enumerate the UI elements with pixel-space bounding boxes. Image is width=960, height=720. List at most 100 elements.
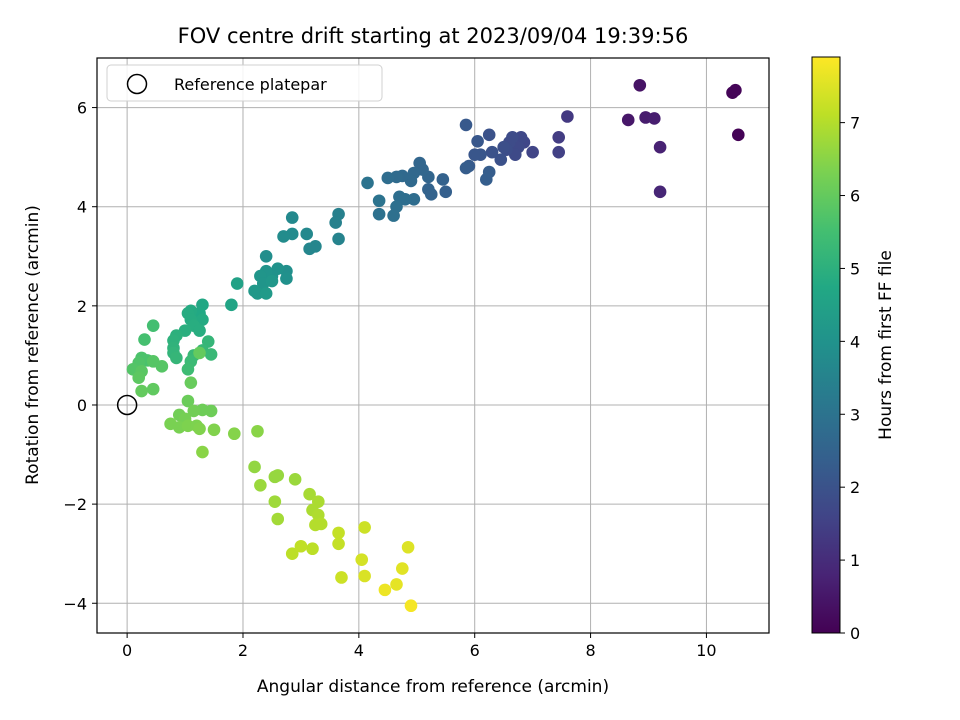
- data-point: [277, 230, 290, 243]
- data-point: [146, 355, 160, 368]
- data-point: [390, 578, 403, 591]
- data-point: [146, 382, 160, 396]
- data-point: [265, 274, 279, 288]
- data-point: [230, 277, 244, 290]
- data-point: [358, 569, 371, 583]
- data-point: [372, 194, 386, 208]
- scatter-points: [126, 78, 745, 613]
- data-point: [358, 521, 371, 534]
- data-point: [404, 599, 418, 613]
- data-point: [196, 445, 209, 459]
- data-point: [526, 145, 539, 159]
- data-point: [332, 537, 345, 551]
- y-axis-label: Rotation from reference (arcmin): [23, 205, 43, 485]
- data-point: [132, 371, 146, 385]
- data-point: [355, 553, 369, 566]
- data-point: [193, 422, 206, 436]
- data-point: [506, 131, 519, 144]
- data-point: [259, 249, 273, 263]
- data-point: [201, 335, 215, 348]
- data-point: [184, 376, 198, 389]
- data-point: [314, 517, 328, 531]
- y-axis-ticks: −4 −2 0 2 4 6: [63, 99, 97, 613]
- y-tick-label: 6: [77, 99, 87, 118]
- x-tick-label: 0: [122, 641, 132, 660]
- legend-marker: [126, 73, 148, 95]
- colorbar-tick-label: 4: [850, 332, 860, 351]
- data-point: [306, 542, 319, 556]
- data-point: [138, 333, 151, 346]
- data-point: [653, 140, 667, 154]
- x-axis-ticks: 0 2 4 6 8 10: [122, 633, 717, 660]
- reference-platepar-point: [116, 394, 138, 416]
- data-point: [294, 539, 308, 553]
- data-point: [135, 384, 148, 398]
- data-point: [280, 272, 293, 285]
- data-point: [381, 171, 395, 185]
- data-point: [485, 145, 499, 159]
- legend-entry: Reference platepar: [174, 75, 327, 94]
- data-point: [552, 145, 566, 159]
- data-point: [303, 487, 316, 501]
- data-point: [207, 423, 221, 437]
- data-point: [561, 110, 574, 123]
- data-point: [459, 118, 473, 132]
- data-point: [494, 153, 508, 166]
- data-point: [285, 211, 299, 224]
- data-point: [225, 298, 238, 312]
- data-point: [181, 362, 195, 376]
- data-point: [729, 83, 742, 97]
- colorbar-label: Hours from first FF file: [876, 250, 896, 440]
- data-point: [285, 547, 299, 560]
- y-tick-label: −2: [63, 495, 87, 514]
- legend-box: [106, 64, 383, 102]
- x-tick-label: 6: [470, 641, 480, 660]
- data-point: [482, 128, 496, 142]
- colorbar-tick-label: 0: [850, 624, 860, 643]
- data-point: [468, 148, 482, 161]
- data-point: [271, 512, 285, 526]
- colorbar: 0 1 2 3 4 5 6 7 Hours from first FF file: [811, 56, 896, 643]
- data-point: [552, 131, 566, 144]
- x-tick-label: 4: [354, 641, 364, 660]
- colorbar-ticks: 0 1 2 3 4 5 6 7: [840, 114, 860, 643]
- data-point: [497, 140, 510, 154]
- x-tick-label: 2: [238, 641, 248, 660]
- data-point: [439, 185, 453, 199]
- data-point: [170, 351, 183, 365]
- data-point: [633, 78, 647, 92]
- colorbar-tick-label: 2: [850, 478, 860, 497]
- data-point: [372, 207, 386, 221]
- data-point: [653, 185, 667, 199]
- reference-marker: [116, 394, 138, 416]
- data-point: [378, 583, 392, 597]
- data-point: [407, 192, 421, 206]
- data-point: [361, 176, 374, 190]
- data-point: [181, 419, 195, 433]
- chart-title: FOV centre drift starting at 2023/09/04 …: [178, 24, 689, 48]
- data-point: [393, 190, 406, 204]
- plot-frame: [96, 57, 770, 634]
- colorbar-tick-label: 1: [850, 551, 860, 570]
- x-tick-label: 8: [585, 641, 595, 660]
- data-point: [268, 495, 282, 508]
- data-point: [204, 348, 218, 361]
- data-point: [300, 227, 314, 241]
- colorbar-tick-label: 7: [850, 114, 860, 133]
- data-point: [227, 427, 241, 441]
- y-tick-label: 2: [77, 297, 87, 316]
- colorbar-tick-label: 6: [850, 187, 860, 206]
- y-tick-label: 0: [77, 396, 87, 415]
- data-point: [259, 287, 273, 300]
- data-point: [387, 209, 400, 222]
- data-point: [479, 173, 493, 186]
- y-tick-label: −4: [63, 594, 87, 613]
- data-point: [288, 473, 302, 486]
- y-tick-label: 4: [77, 198, 87, 217]
- data-point: [193, 346, 206, 360]
- data-point: [248, 460, 261, 474]
- data-point: [329, 216, 342, 229]
- data-point: [471, 134, 484, 148]
- data-point: [413, 156, 426, 170]
